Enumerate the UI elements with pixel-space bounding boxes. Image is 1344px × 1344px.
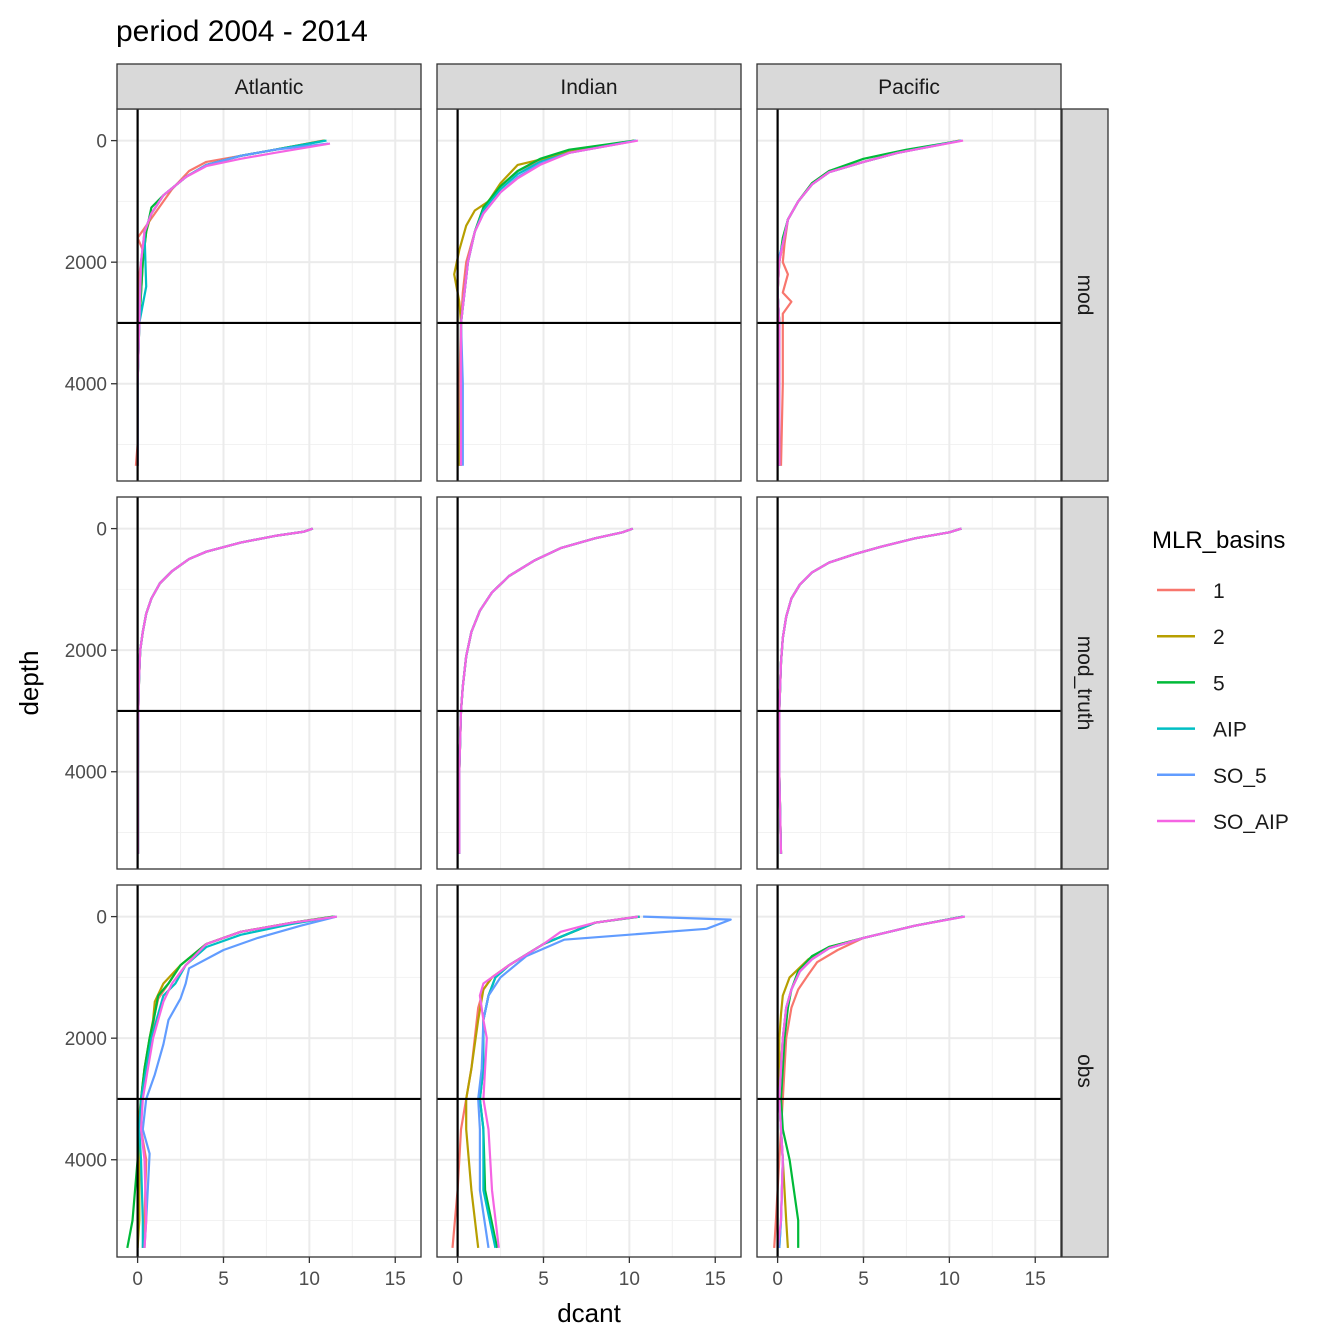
- legend-entry-label: AIP: [1213, 719, 1247, 742]
- panel-border: [436, 496, 742, 870]
- series-line-so-5-atlantic-obs: [141, 915, 338, 1248]
- x-tick-label: 0: [132, 1269, 143, 1290]
- facet-strip-column: [436, 63, 742, 110]
- facet-strip-label: mod_truth: [1073, 636, 1096, 731]
- panel-border: [756, 496, 1062, 870]
- x-tick-label: 10: [299, 1269, 320, 1290]
- panel-background: [437, 497, 741, 869]
- legend-entry-label: 1: [1213, 580, 1225, 603]
- facet-strip-column: [116, 63, 422, 110]
- legend: MLR_basins 1 2 5 AIP SO_5 SO_AIP: [1152, 527, 1289, 834]
- panel-background: [757, 885, 1061, 1257]
- series-line-so-aip-atlantic-obs: [139, 915, 337, 1248]
- panel-background: [117, 109, 421, 481]
- series-line-so-5-indian-obs: [477, 915, 732, 1249]
- x-tick-label: 5: [218, 1269, 229, 1290]
- facet-strip-label: Pacific: [878, 76, 940, 99]
- y-tick-label: 4000: [65, 1151, 107, 1172]
- y-tick-label: 2000: [65, 641, 107, 662]
- panel-background: [437, 109, 741, 481]
- facet-strip-row: [1061, 884, 1109, 1258]
- series-line-so-aip-indian-obs: [478, 915, 639, 1249]
- facet-strip-row: [1061, 496, 1109, 870]
- x-tick-label: 15: [705, 1269, 726, 1290]
- series-line-so-aip-pacific-mod-truth: [778, 527, 962, 854]
- x-tick-label: 5: [538, 1269, 549, 1290]
- y-tick-label: 2000: [65, 1029, 107, 1050]
- panel-background: [757, 497, 1061, 869]
- y-tick-label: 0: [96, 520, 107, 541]
- series-line-so-aip-atlantic-mod: [136, 142, 331, 466]
- facet-strip-label: Indian: [560, 76, 617, 99]
- panel-border: [116, 496, 422, 870]
- panel-background: [117, 497, 421, 869]
- series-line-so-aip-pacific-obs: [776, 915, 965, 1249]
- x-tick-label: 0: [772, 1269, 783, 1290]
- chart-title: period 2004 - 2014: [116, 15, 368, 48]
- y-tick-label: 0: [96, 908, 107, 929]
- panel-background: [757, 109, 1061, 481]
- facet-strip-label: Atlantic: [235, 76, 304, 99]
- y-tick-label: 2000: [65, 253, 107, 274]
- panel-border: [116, 884, 422, 1258]
- legend-title: MLR_basins: [1152, 527, 1285, 554]
- facet-strip-label: obs: [1073, 1054, 1096, 1088]
- panel-border: [436, 884, 742, 1258]
- legend-entry-label: 2: [1213, 626, 1225, 649]
- series-line-so-aip-indian-mod-truth: [458, 527, 634, 854]
- y-axis-label: depth: [14, 650, 44, 715]
- panel-background: [437, 885, 741, 1257]
- series-line-so-aip-indian-mod: [459, 139, 639, 466]
- panel-background: [117, 885, 421, 1257]
- series-line-aip-atlantic-obs: [138, 915, 336, 1248]
- legend-entry-label: SO_5: [1213, 765, 1267, 788]
- x-tick-label: 0: [452, 1269, 463, 1290]
- x-axis-label: dcant: [557, 1298, 621, 1328]
- legend-entry-label: SO_AIP: [1213, 811, 1289, 834]
- y-tick-label: 0: [96, 132, 107, 153]
- facet-strip-row: [1061, 108, 1109, 482]
- x-tick-label: 5: [858, 1269, 869, 1290]
- y-tick-label: 4000: [65, 763, 107, 784]
- legend-entry-label: 5: [1213, 672, 1225, 695]
- y-tick-label: 4000: [65, 375, 107, 396]
- x-tick-label: 15: [1025, 1269, 1046, 1290]
- x-tick-label: 10: [939, 1269, 960, 1290]
- facet-strip-label: mod: [1073, 275, 1096, 316]
- facet-strip-column: [756, 63, 1062, 110]
- x-tick-label: 10: [619, 1269, 640, 1290]
- x-tick-label: 15: [385, 1269, 406, 1290]
- series-line-1-pacific-obs: [773, 915, 964, 1248]
- panel-border: [756, 884, 1062, 1258]
